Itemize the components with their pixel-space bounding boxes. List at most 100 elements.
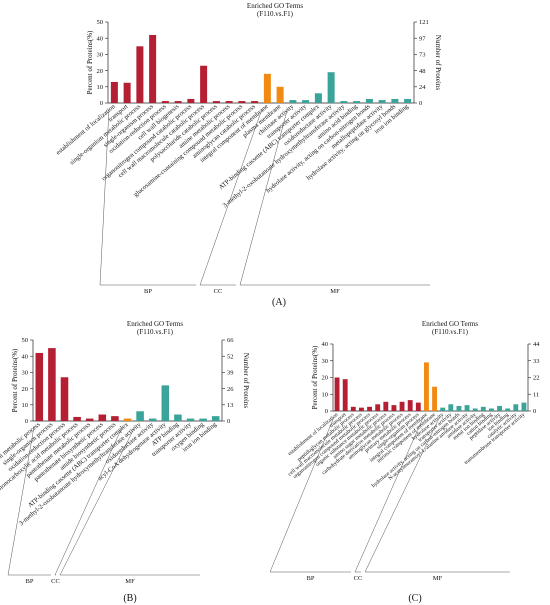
y2-tick-label: 97 <box>419 35 426 42</box>
y-tick-label: 10 <box>97 84 104 91</box>
y-tick-label: 10 <box>22 402 29 409</box>
bar <box>98 414 107 421</box>
bar <box>60 377 69 421</box>
y-tick-label: 20 <box>22 386 29 393</box>
bar <box>375 404 381 411</box>
y-tick-label: 50 <box>97 19 104 26</box>
bar <box>225 101 233 103</box>
bar <box>404 98 412 103</box>
bar <box>448 404 454 411</box>
bar <box>111 416 119 421</box>
chart-subtitle: (F110.vs.F1) <box>432 328 469 336</box>
y2-tick-label: 33 <box>533 358 540 365</box>
bar <box>148 418 157 421</box>
bar <box>149 34 157 103</box>
group-bracket <box>7 426 35 576</box>
y2-tick-label: 48 <box>419 68 426 75</box>
bar <box>238 101 246 103</box>
bar <box>187 98 195 103</box>
y2-tick-label: 52 <box>227 353 234 360</box>
y2-tick-label: 11 <box>533 391 539 398</box>
y-tick-label: 50 <box>22 337 29 344</box>
bar <box>123 82 131 103</box>
group-bracket <box>239 108 288 286</box>
group-label: BP <box>144 288 152 295</box>
bar <box>391 405 397 411</box>
group-bracket <box>364 416 440 573</box>
y2-tick-label: 121 <box>419 19 429 26</box>
group-label: MF <box>433 575 443 582</box>
y-tick-label: 40 <box>97 35 104 42</box>
bar <box>110 81 118 103</box>
bar <box>424 362 429 411</box>
y-tick-label: 20 <box>97 68 104 75</box>
bar <box>186 418 195 421</box>
y-tick-label: 0 <box>325 408 328 415</box>
y-tick-label: 40 <box>322 341 329 348</box>
bar <box>440 407 446 411</box>
bar <box>365 98 373 103</box>
group-bracket <box>59 426 136 576</box>
y2-tick-label: 44 <box>533 341 540 348</box>
bar <box>399 401 405 411</box>
bar <box>174 414 182 421</box>
group-label: MF <box>125 578 135 585</box>
bar <box>212 101 220 103</box>
bar <box>342 379 348 411</box>
bar <box>161 101 169 103</box>
bar <box>353 101 361 103</box>
y2-tick-label: 24 <box>419 84 426 91</box>
y-tick-label: 40 <box>22 353 29 360</box>
group-label: CC <box>214 288 223 295</box>
y-axis-title: Percent of Proteins(%) <box>86 30 94 94</box>
group-bracket <box>354 416 424 573</box>
bar <box>415 402 421 411</box>
y2-tick-label: 22 <box>533 375 540 382</box>
y2-tick-label: 0 <box>533 408 536 415</box>
y-tick-label: 30 <box>97 52 104 59</box>
bar <box>48 348 56 421</box>
chart-panel-1: Enriched GO Terms(F110.vs.F1) 0 10 20 30 40 50… <box>55 2 442 295</box>
bar <box>123 418 132 421</box>
bar <box>263 73 271 103</box>
bar <box>513 404 519 411</box>
y2-axis-title: Number of Proteins <box>434 35 442 90</box>
bar <box>456 405 462 411</box>
chart-title: Enriched GO Terms <box>247 2 303 10</box>
bar <box>521 402 527 411</box>
bar <box>302 100 310 103</box>
bar <box>136 411 144 421</box>
bar <box>480 406 486 411</box>
group-label: BP <box>307 575 315 582</box>
bar <box>367 406 372 411</box>
panel-label-b: (B) <box>123 593 136 604</box>
group-bracket <box>99 108 110 286</box>
y2-tick-label: 39 <box>227 370 234 377</box>
bar <box>327 72 335 103</box>
y-tick-label: 20 <box>322 375 329 382</box>
group-label: MF <box>330 288 340 295</box>
bar <box>505 408 511 411</box>
chart-panel-3: Enriched GO Terms(F110.vs.F1) 0 10 20 30 40 0 1… <box>269 320 550 582</box>
group-bracket <box>199 108 263 286</box>
y-axis-title: Percent of Proteins(%) <box>11 348 19 412</box>
bar <box>35 352 44 421</box>
y-tick-label: 0 <box>100 100 103 107</box>
chart-subtitle: (F110.vs.F1) <box>257 10 294 18</box>
group-bracket <box>54 426 123 576</box>
bar <box>472 408 478 411</box>
chart-panel-2: Enriched GO Terms(F110.vs.F1) 0 10 20 30 40 50… <box>0 320 250 585</box>
y-tick-label: 0 <box>25 418 28 425</box>
bar <box>334 377 340 411</box>
panel-label-c: (C) <box>408 593 421 604</box>
bar <box>289 100 297 103</box>
y2-axis-title: Number of Proteins <box>242 353 250 408</box>
bar <box>251 101 259 103</box>
y2-tick-label: 73 <box>419 52 426 59</box>
y2-tick-label: 26 <box>227 386 234 393</box>
bar <box>276 86 284 103</box>
chart-title: Enriched GO Terms <box>127 320 183 328</box>
bar <box>174 101 182 103</box>
y-tick-label: 30 <box>22 370 29 377</box>
